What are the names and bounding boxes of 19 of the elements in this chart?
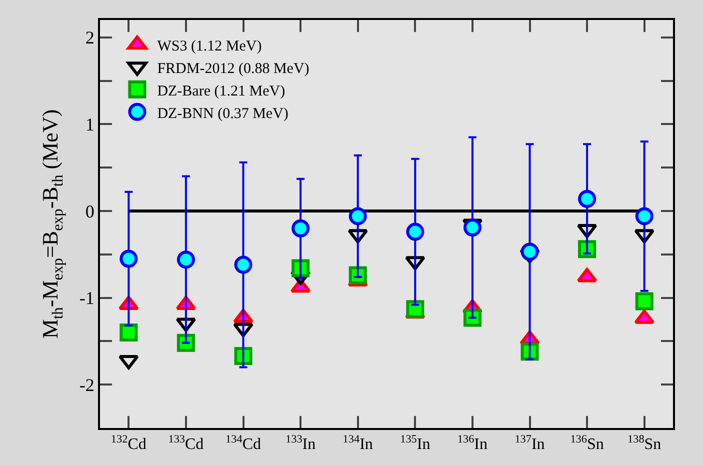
x-tick-label: $^{136}$Sn [570,433,604,454]
legend-label: DZ-BNN (0.37 MeV) [157,106,288,122]
y-tick-label: 0 [85,201,94,222]
x-tick-label: $^{134}$Cd [226,433,261,454]
x-tick-label: $^{138}$Sn [628,433,662,454]
x-tick-label: $^{133}$In [285,433,316,454]
x-tick-label: $^{135}$In [400,433,430,454]
legend-label: WS3 (1.12 MeV) [157,38,262,54]
x-tick-label: $^{137}$In [514,433,545,454]
legend-label: DZ-Bare (1.21 MeV) [157,83,286,100]
x-tick-label: $^{133}$Cd [168,433,204,454]
y-tick-label: -1 [79,288,94,308]
y-tick-label: 2 [85,28,94,48]
y-tick-label: -2 [79,374,94,395]
x-tick-label: $^{136}$In [457,433,488,454]
x-tick-label: $^{134}$In [342,433,373,454]
x-tick-label: $^{132}$Cd [110,433,146,454]
legend-label: FRDM-2012 (0.88 MeV) [157,60,310,77]
y-tick-label: 1 [85,114,94,134]
